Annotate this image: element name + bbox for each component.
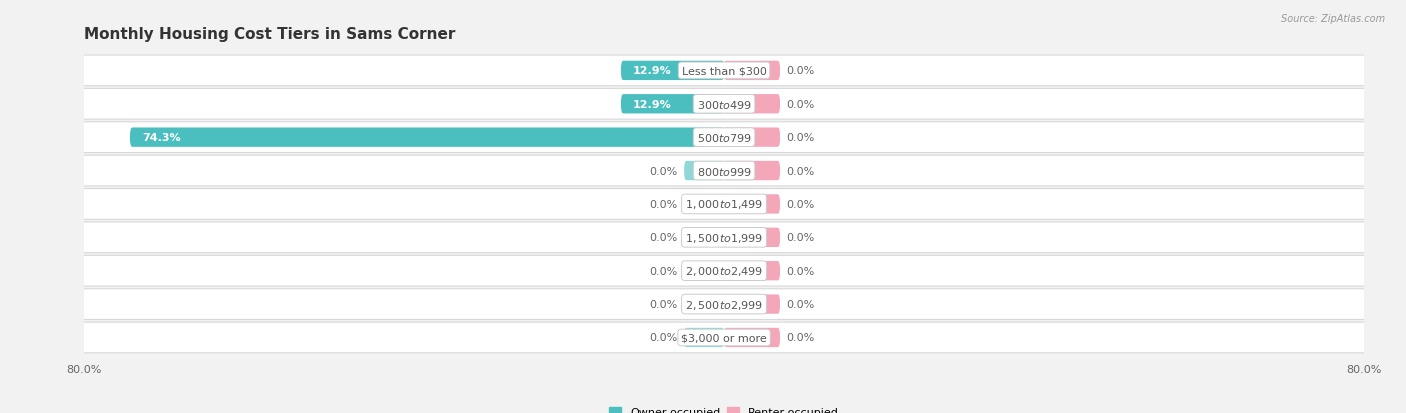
FancyBboxPatch shape (69, 256, 1379, 286)
Text: 0.0%: 0.0% (650, 199, 678, 209)
FancyBboxPatch shape (685, 261, 724, 281)
FancyBboxPatch shape (685, 295, 724, 314)
FancyBboxPatch shape (69, 156, 1379, 186)
Text: 0.0%: 0.0% (786, 166, 814, 176)
FancyBboxPatch shape (685, 195, 724, 214)
Text: 74.3%: 74.3% (142, 133, 180, 143)
FancyBboxPatch shape (69, 189, 1379, 220)
FancyBboxPatch shape (724, 261, 780, 281)
Text: 0.0%: 0.0% (786, 266, 814, 276)
Text: 0.0%: 0.0% (786, 199, 814, 209)
Text: $1,500 to $1,999: $1,500 to $1,999 (685, 231, 763, 244)
Text: 12.9%: 12.9% (633, 100, 672, 109)
Text: $1,000 to $1,499: $1,000 to $1,499 (685, 198, 763, 211)
FancyBboxPatch shape (69, 56, 1379, 87)
FancyBboxPatch shape (621, 62, 724, 81)
Text: 0.0%: 0.0% (650, 266, 678, 276)
FancyBboxPatch shape (685, 161, 724, 181)
Text: Source: ZipAtlas.com: Source: ZipAtlas.com (1281, 14, 1385, 24)
FancyBboxPatch shape (724, 95, 780, 114)
Text: Monthly Housing Cost Tiers in Sams Corner: Monthly Housing Cost Tiers in Sams Corne… (84, 26, 456, 41)
Text: 0.0%: 0.0% (786, 333, 814, 343)
FancyBboxPatch shape (724, 128, 780, 147)
Text: $2,000 to $2,499: $2,000 to $2,499 (685, 265, 763, 278)
FancyBboxPatch shape (724, 228, 780, 247)
Text: $500 to $799: $500 to $799 (696, 132, 752, 144)
Text: $300 to $499: $300 to $499 (696, 99, 752, 111)
Text: 0.0%: 0.0% (786, 233, 814, 243)
FancyBboxPatch shape (724, 295, 780, 314)
FancyBboxPatch shape (69, 322, 1379, 353)
FancyBboxPatch shape (724, 328, 780, 347)
FancyBboxPatch shape (685, 228, 724, 247)
Text: 0.0%: 0.0% (786, 299, 814, 309)
FancyBboxPatch shape (129, 128, 724, 147)
Text: 0.0%: 0.0% (786, 133, 814, 143)
FancyBboxPatch shape (724, 195, 780, 214)
FancyBboxPatch shape (69, 289, 1379, 320)
Text: 12.9%: 12.9% (633, 66, 672, 76)
Text: 0.0%: 0.0% (786, 100, 814, 109)
FancyBboxPatch shape (724, 161, 780, 181)
Text: $2,500 to $2,999: $2,500 to $2,999 (685, 298, 763, 311)
Text: 0.0%: 0.0% (786, 66, 814, 76)
FancyBboxPatch shape (685, 328, 724, 347)
Text: 0.0%: 0.0% (650, 299, 678, 309)
Text: 0.0%: 0.0% (650, 333, 678, 343)
Legend: Owner-occupied, Renter-occupied: Owner-occupied, Renter-occupied (605, 403, 844, 413)
FancyBboxPatch shape (724, 62, 780, 81)
Text: Less than $300: Less than $300 (682, 66, 766, 76)
Text: 0.0%: 0.0% (650, 166, 678, 176)
FancyBboxPatch shape (69, 123, 1379, 153)
FancyBboxPatch shape (69, 89, 1379, 120)
FancyBboxPatch shape (621, 95, 724, 114)
Text: 0.0%: 0.0% (650, 233, 678, 243)
Text: $800 to $999: $800 to $999 (696, 165, 752, 177)
Text: $3,000 or more: $3,000 or more (682, 333, 766, 343)
FancyBboxPatch shape (69, 223, 1379, 253)
